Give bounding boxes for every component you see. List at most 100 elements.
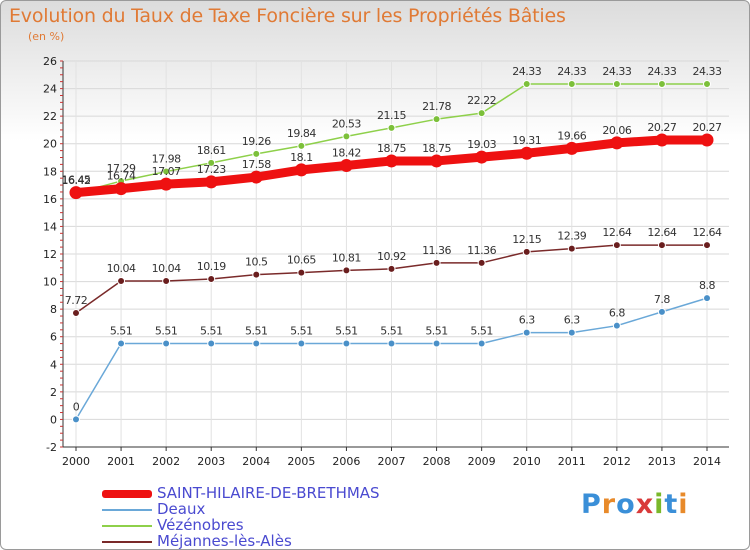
data-point <box>610 136 624 150</box>
data-point <box>612 241 621 250</box>
data-point <box>342 339 351 348</box>
data-label: 11.36 <box>467 244 496 257</box>
data-label: 5.51 <box>290 324 313 337</box>
logo-letter: i <box>654 489 665 520</box>
data-point <box>162 339 171 348</box>
data-label: 24.33 <box>557 65 586 78</box>
data-label: 20.27 <box>647 121 676 134</box>
x-tick-label: 2006 <box>332 455 360 468</box>
data-point <box>114 182 128 196</box>
data-label: 21.78 <box>422 100 451 113</box>
data-label: 19.84 <box>287 127 316 140</box>
data-label: 19.31 <box>512 134 541 147</box>
legend-label: SAINT-HILAIRE-DE-BRETHMAS <box>157 484 380 502</box>
x-tick-label: 2013 <box>648 455 676 468</box>
y-tick-label: 2 <box>50 386 57 399</box>
data-point <box>520 146 534 160</box>
x-tick-label: 2004 <box>242 455 270 468</box>
logo-letter: i <box>678 489 689 520</box>
data-label: 10.04 <box>107 262 136 275</box>
data-label: 5.51 <box>425 324 448 337</box>
data-label: 5.51 <box>245 324 268 337</box>
data-point <box>72 309 80 318</box>
data-label: 20.27 <box>693 121 722 134</box>
data-label: 18.61 <box>197 144 226 157</box>
x-tick-label: 2009 <box>468 455 496 468</box>
data-point <box>700 133 714 147</box>
data-label: 10.04 <box>152 262 181 275</box>
data-label: 18.75 <box>422 142 451 155</box>
y-tick-label: -2 <box>46 441 57 454</box>
data-label: 20.06 <box>602 124 631 137</box>
data-point <box>387 264 396 273</box>
data-label: 19.66 <box>557 129 586 142</box>
data-point <box>432 339 441 348</box>
y-tick-label: 12 <box>43 248 57 261</box>
data-label: 8.8 <box>699 279 715 292</box>
data-label: 24.33 <box>602 65 631 78</box>
y-tick-label: 24 <box>43 83 57 96</box>
logo-letter: t <box>664 489 679 520</box>
data-point <box>567 328 576 337</box>
data-label: 10.65 <box>287 254 316 267</box>
data-point <box>477 339 486 348</box>
x-tick-label: 2012 <box>603 455 631 468</box>
x-tick-label: 2007 <box>378 455 406 468</box>
data-point <box>385 154 398 168</box>
data-label: 11.36 <box>422 244 451 257</box>
data-label: 18.1 <box>290 151 313 164</box>
y-tick-label: 0 <box>50 413 57 426</box>
data-point <box>657 80 666 89</box>
x-tick-label: 2000 <box>62 455 90 468</box>
data-label: 24.33 <box>647 65 676 78</box>
data-label: 7.8 <box>654 293 670 306</box>
data-point <box>162 167 171 176</box>
data-point <box>162 277 171 286</box>
data-point <box>703 80 711 89</box>
y-tick-label: 6 <box>50 331 57 344</box>
data-label: 5.51 <box>380 324 403 337</box>
data-label: 0 <box>73 400 80 413</box>
data-point <box>72 415 80 424</box>
data-label: 6.3 <box>519 314 535 327</box>
y-tick-label: 18 <box>43 165 57 178</box>
y-tick-label: 16 <box>43 193 57 206</box>
data-point <box>612 321 621 330</box>
data-label: 6.3 <box>564 314 580 327</box>
logo-letter: o <box>616 489 636 520</box>
legend-swatch <box>102 509 152 511</box>
legend-label: Vézénobres <box>157 516 244 534</box>
x-tick-label: 2008 <box>423 455 451 468</box>
y-tick-label: 14 <box>43 220 57 233</box>
data-point <box>477 109 486 118</box>
data-label: 16.42 <box>62 174 91 187</box>
data-label: 21.15 <box>377 109 406 122</box>
data-point <box>297 141 306 150</box>
x-tick-label: 2005 <box>287 455 315 468</box>
data-point <box>430 154 444 168</box>
data-label: 18.42 <box>332 146 361 159</box>
data-label: 10.5 <box>245 256 268 269</box>
data-point <box>297 268 306 277</box>
data-label: 17.98 <box>152 153 181 166</box>
data-label: 17.23 <box>197 163 226 176</box>
data-label: 12.64 <box>602 226 631 239</box>
y-tick-label: 10 <box>43 276 57 289</box>
x-tick-label: 2014 <box>693 455 721 468</box>
data-label: 18.75 <box>377 142 406 155</box>
x-tick-label: 2001 <box>107 455 135 468</box>
data-label: 6.8 <box>609 307 625 320</box>
data-point <box>475 150 489 164</box>
logo-letter: P <box>581 489 602 520</box>
logo-letter: x <box>635 489 655 520</box>
data-label: 5.51 <box>335 324 358 337</box>
x-tick-label: 2003 <box>197 455 225 468</box>
y-tick-label: 20 <box>43 138 57 151</box>
data-point <box>657 241 666 250</box>
data-label: 24.33 <box>693 65 722 78</box>
data-point <box>703 294 711 303</box>
data-point <box>477 258 486 267</box>
data-point <box>655 133 669 147</box>
